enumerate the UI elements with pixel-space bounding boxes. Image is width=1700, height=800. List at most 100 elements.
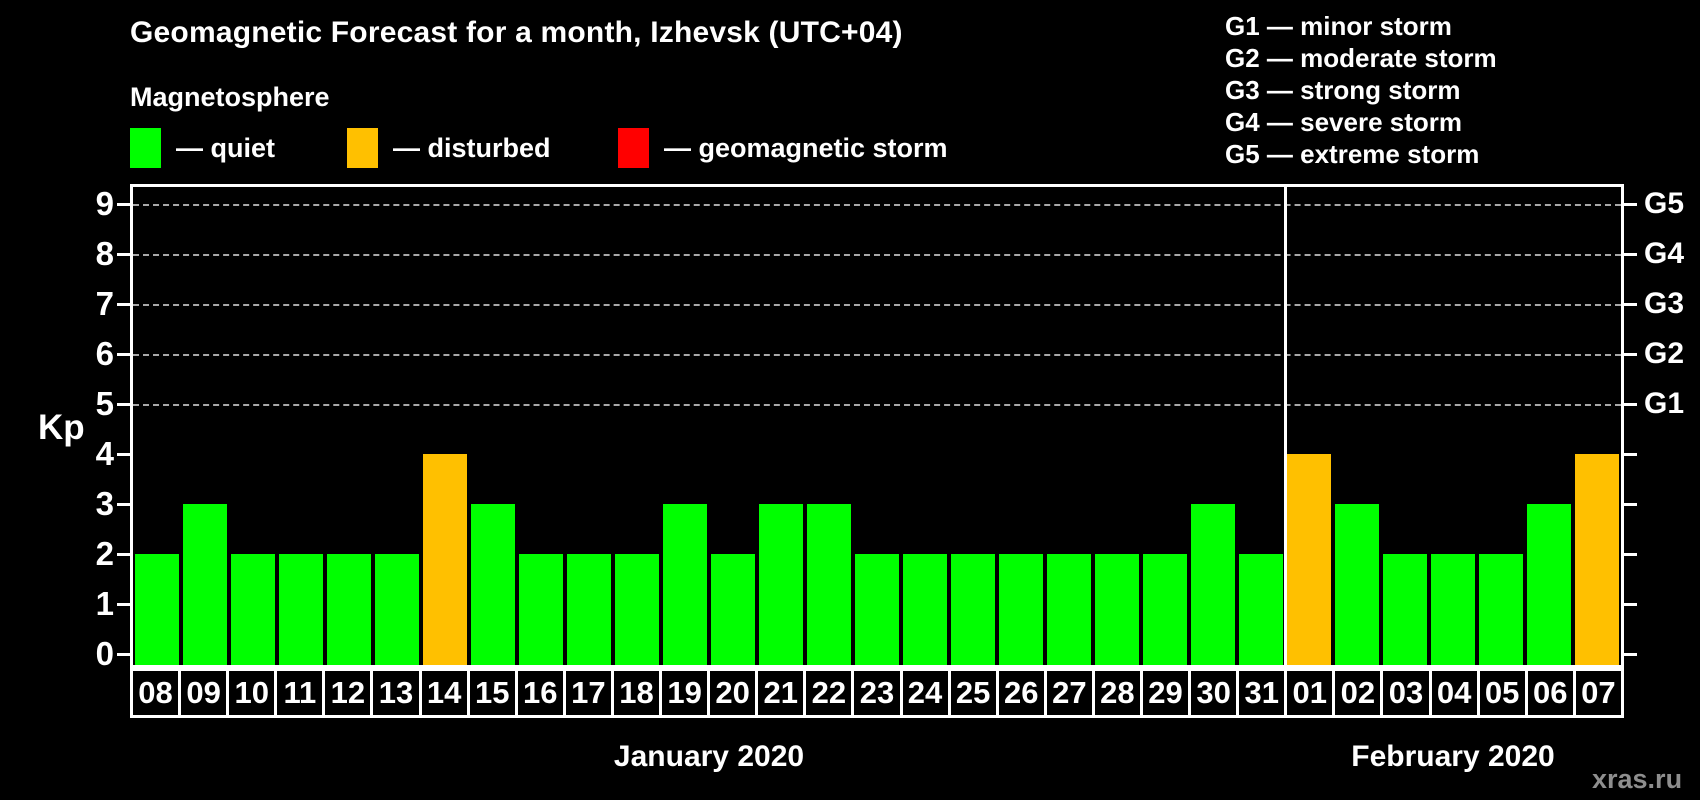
y-tick-left-4: [117, 453, 130, 456]
bar-slot-12: [325, 187, 373, 665]
kp-bar-day-29: [1143, 554, 1187, 665]
y-tick-label-6: 6: [95, 335, 114, 372]
kp-bar-day-17: [567, 554, 611, 665]
date-cell-31: 31: [1236, 668, 1288, 718]
y-tick-label-2: 2: [95, 535, 114, 572]
kp-bar-day-05: [1479, 554, 1523, 665]
kp-bar-day-08: [135, 554, 179, 665]
kp-bar-day-04: [1431, 554, 1475, 665]
month-divider-line: [1284, 187, 1287, 665]
g-level-label-g2: G2: [1644, 337, 1685, 370]
g-level-label-g4: G4: [1644, 237, 1685, 270]
bar-slot-26: [997, 187, 1045, 665]
date-cell-02: 02: [1332, 668, 1384, 718]
g-legend-line-g4: G4 — severe storm: [1225, 107, 1463, 137]
plot-area: [130, 184, 1624, 668]
y-tick-right-7: [1624, 303, 1637, 306]
legend-item-quiet: — quiet: [130, 126, 275, 170]
bar-slot-18: [613, 187, 661, 665]
date-cell-05: 05: [1476, 668, 1528, 718]
kp-bar-day-16: [519, 554, 563, 665]
y-tick-left-0: [117, 653, 130, 656]
bar-slot-25: [949, 187, 997, 665]
kp-bar-day-13: [375, 554, 419, 665]
g-level-label-g5: G5: [1644, 187, 1685, 220]
y-tick-right-6: [1624, 353, 1637, 356]
bar-slot-21: [757, 187, 805, 665]
date-cell-10: 10: [226, 668, 278, 718]
legend-item-disturbed: — disturbed: [347, 126, 551, 170]
bar-slot-30: [1189, 187, 1237, 665]
kp-bar-day-21: [759, 504, 803, 665]
date-cell-26: 26: [995, 668, 1047, 718]
legend-label-quiet: — quiet: [176, 132, 275, 163]
y-tick-left-5: [117, 403, 130, 406]
date-cell-18: 18: [610, 668, 663, 718]
kp-bar-day-03: [1383, 554, 1427, 665]
date-cell-12: 12: [322, 668, 374, 718]
gridline-kp-7: [133, 304, 1621, 306]
date-cell-03: 03: [1380, 668, 1432, 718]
bar-slot-09: [181, 187, 229, 665]
g-scale-legend: G1 — minor storm G2 — moderate storm G3 …: [1225, 10, 1497, 170]
kp-bar-day-30: [1191, 504, 1235, 665]
y-tick-right-2: [1624, 553, 1637, 556]
y-tick-right-5: [1624, 403, 1637, 406]
legend-item-geomagnetic-storm: — geomagnetic storm: [618, 126, 948, 170]
legend-label-disturbed: — disturbed: [393, 132, 551, 163]
kp-bar-day-06: [1527, 504, 1571, 665]
bar-slot-23: [853, 187, 901, 665]
bar-slot-03: [1381, 187, 1429, 665]
y-tick-label-3: 3: [95, 485, 114, 522]
y-tick-right-1: [1624, 603, 1637, 606]
date-cell-07: 07: [1572, 668, 1624, 718]
y-tick-right-9: [1624, 203, 1637, 206]
kp-bar-day-20: [711, 554, 755, 665]
page-title: Geomagnetic Forecast for a month, Izhevs…: [130, 16, 903, 49]
kp-bar-day-25: [951, 554, 995, 665]
bar-slot-07: [1573, 187, 1621, 665]
y-tick-right-4: [1624, 453, 1637, 456]
g-level-label-g1: G1: [1644, 387, 1685, 420]
bar-slot-20: [709, 187, 757, 665]
y-tick-label-5: 5: [95, 385, 114, 422]
gridline-kp-5: [133, 404, 1621, 406]
date-cell-09: 09: [178, 668, 230, 718]
storm-color-swatch: [618, 128, 649, 168]
date-cell-22: 22: [803, 668, 855, 718]
g-legend-line-g2: G2 — moderate storm: [1225, 43, 1497, 73]
kp-bar-day-11: [279, 554, 323, 665]
g-legend-line-g3: G3 — strong storm: [1225, 75, 1461, 105]
kp-bar-day-19: [663, 504, 707, 665]
kp-bar-day-28: [1095, 554, 1139, 665]
bar-slot-17: [565, 187, 613, 665]
bar-slot-19: [661, 187, 709, 665]
y-tick-label-0: 0: [95, 635, 114, 672]
site-watermark: xras.ru: [1592, 764, 1683, 794]
bar-slot-01: [1285, 187, 1333, 665]
kp-bar-day-09: [183, 504, 227, 665]
y-tick-label-4: 4: [95, 435, 114, 472]
date-cell-23: 23: [851, 668, 903, 718]
date-cell-17: 17: [562, 668, 614, 718]
disturbed-color-swatch: [347, 128, 378, 168]
bar-slot-11: [277, 187, 325, 665]
bar-slot-10: [229, 187, 277, 665]
date-cell-28: 28: [1091, 668, 1143, 718]
y-tick-label-9: 9: [95, 185, 114, 222]
bar-slot-05: [1477, 187, 1525, 665]
kp-bar-day-02: [1335, 504, 1379, 665]
bar-slot-29: [1141, 187, 1189, 665]
date-cell-20: 20: [707, 668, 759, 718]
bar-slot-22: [805, 187, 853, 665]
bar-slot-08: [133, 187, 181, 665]
month-label-february: February 2020: [1351, 740, 1555, 773]
bar-slot-14: [421, 187, 469, 665]
bars-layer: [133, 187, 1621, 665]
g-level-label-g3: G3: [1644, 287, 1685, 320]
kp-bar-day-26: [999, 554, 1043, 665]
date-cell-01: 01: [1284, 668, 1336, 718]
kp-bar-day-23: [855, 554, 899, 665]
date-cell-08: 08: [130, 668, 182, 718]
date-cell-14: 14: [418, 668, 470, 718]
